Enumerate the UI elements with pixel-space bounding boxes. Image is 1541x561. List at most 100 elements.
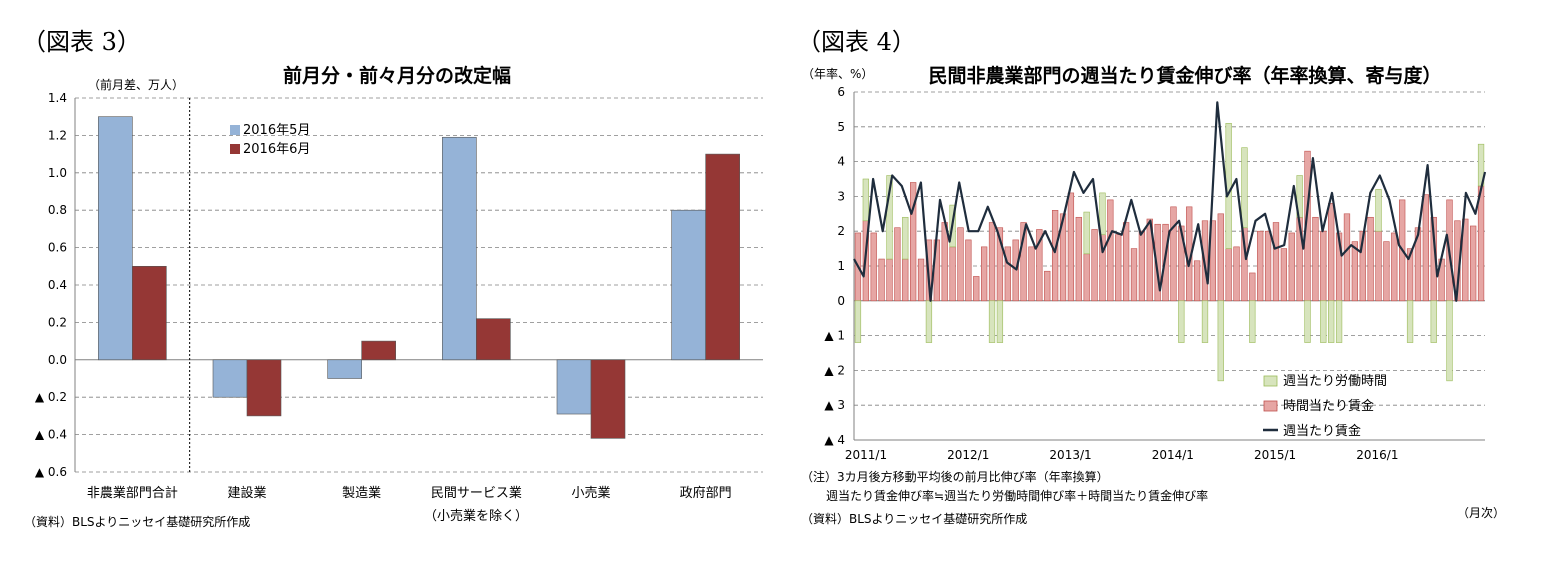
y-tick-label: ▲ 3 — [824, 398, 845, 412]
bar-hourly-wage — [1359, 230, 1366, 302]
bar-hourly-wage — [1375, 230, 1382, 302]
bar-hourly-wage — [1091, 229, 1098, 302]
bar — [98, 116, 133, 361]
bar-hourly-wage — [1328, 203, 1335, 302]
bar-hourly-wage — [949, 246, 956, 302]
y-tick-label: 1.2 — [48, 128, 67, 142]
bar-weekly-hours — [1320, 300, 1327, 343]
legend-label-hourly-wage: 時間当たり賃金 — [1283, 398, 1374, 414]
bar-hourly-wage — [941, 222, 948, 302]
bar-hourly-wage — [1462, 218, 1469, 302]
bar — [476, 318, 511, 361]
y-tick-label: 0.6 — [48, 241, 67, 255]
y-tick-label: ▲ 0.2 — [35, 390, 67, 404]
bar — [132, 265, 167, 361]
legend-label-hours: 週当たり労働時間 — [1283, 374, 1387, 389]
y-tick-label: 6 — [837, 85, 845, 99]
bar-hourly-wage — [1075, 216, 1082, 302]
bar-hourly-wage — [1233, 246, 1240, 302]
bar-hourly-wage — [973, 276, 980, 302]
bar-weekly-hours — [1406, 300, 1414, 343]
y-tick-label: ▲ 4 — [824, 433, 845, 447]
figure-label-left: （図表 3） — [22, 28, 141, 56]
category-label: 製造業 — [342, 485, 381, 501]
chart-title: 民間非農業部門の週当たり賃金伸び率（年率換算、寄与度） — [928, 64, 1441, 87]
bar-weekly-hours — [1375, 189, 1382, 232]
weekly-wage-chart: 民間非農業部門の週当たり賃金伸び率（年率換算、寄与度） （年率、%） 6 5 4 3 2… — [802, 64, 1505, 520]
bar-hourly-wage — [1146, 218, 1153, 302]
bar-weekly-hours — [1446, 300, 1453, 382]
legend-swatch-june — [230, 144, 240, 154]
bar-hourly-wage — [1036, 229, 1043, 302]
bar-hourly-wage — [1012, 239, 1019, 302]
bar-weekly-hours — [1201, 300, 1209, 343]
category-label: 非農業部門合計 — [87, 485, 178, 501]
bar-weekly-hours — [1335, 300, 1343, 343]
x-tick-label: 2013/1 — [1049, 448, 1091, 462]
bar-hourly-wage — [1383, 241, 1390, 302]
legend-swatch-hourly-wage — [1263, 400, 1278, 412]
bar-weekly-hours — [1249, 300, 1256, 343]
bar-weekly-hours — [862, 178, 869, 222]
y-tick-label: ▲ 1 — [824, 329, 845, 343]
bar-hourly-wage — [1367, 216, 1374, 302]
x-tick-label: 2012/1 — [947, 448, 989, 462]
bar-hourly-wage — [1320, 230, 1327, 302]
bar — [246, 359, 282, 417]
bar-hourly-wage — [1067, 192, 1075, 302]
y-tick-label: ▲ 0.4 — [35, 428, 67, 442]
category-label: 政府部門 — [680, 486, 732, 501]
legend-label-weekly-wage: 週当たり賃金 — [1283, 423, 1361, 439]
chart-title: 前月分・前々月分の改定幅 — [283, 64, 511, 87]
bar-hourly-wage — [1162, 223, 1169, 302]
y-tick-label: 1.4 — [48, 91, 67, 105]
bar-hourly-wage — [910, 182, 917, 302]
bar — [590, 359, 626, 439]
y-tick-label: 0.4 — [48, 278, 67, 292]
revision-bar-chart: 前月分・前々月分の改定幅 （前月差、万人） （小売業を除く） （資料）BLSより… — [24, 64, 763, 529]
legend-swatch-may — [230, 125, 240, 135]
legend-label-june: 2016年6月 — [243, 142, 310, 157]
bar-hourly-wage — [957, 227, 964, 302]
y-tick-label: ▲ 0.6 — [35, 465, 67, 479]
bar-hourly-wage — [1391, 232, 1398, 302]
bar-weekly-hours — [1083, 211, 1090, 255]
y-tick-label: 0.0 — [48, 353, 67, 367]
source-note: （資料）BLSよりニッセイ基礎研究所作成 — [24, 514, 250, 529]
bar-hourly-wage — [1154, 223, 1161, 302]
weekly-wage-line — [853, 101, 1487, 302]
legend-swatch-hours — [1263, 375, 1278, 387]
bar-hourly-wage — [1225, 248, 1232, 302]
bar-hourly-wage — [1059, 213, 1067, 302]
bar-hourly-wage — [1343, 213, 1351, 302]
y-unit-label: （前月差、万人） — [88, 77, 184, 92]
bar-hourly-wage — [981, 246, 988, 302]
bar-hourly-wage — [902, 258, 909, 302]
bar-weekly-hours — [886, 175, 893, 260]
bar-hourly-wage — [886, 258, 893, 302]
y-tick-label: 4 — [837, 155, 845, 169]
bar-hourly-wage — [1138, 230, 1146, 302]
bar — [671, 209, 706, 361]
bar-hourly-wage — [1257, 230, 1264, 302]
y-tick-label: 1 — [837, 259, 845, 273]
source-note: （資料）BLSよりニッセイ基礎研究所作成 — [801, 512, 1028, 526]
bar-hourly-wage — [1312, 216, 1319, 302]
x-tick-label: 2015/1 — [1254, 448, 1296, 462]
bar-weekly-hours — [902, 216, 909, 260]
y-tick-label: 0.8 — [48, 203, 67, 217]
x-tick-label: 2016/1 — [1356, 448, 1398, 462]
bar-hourly-wage — [1209, 220, 1217, 302]
bar-weekly-hours — [1099, 192, 1106, 235]
bar-weekly-hours — [996, 300, 1004, 343]
bar-hourly-wage — [988, 222, 996, 302]
bar — [556, 359, 592, 415]
bar — [361, 340, 396, 361]
bar-hourly-wage — [1272, 222, 1280, 302]
bar — [442, 136, 477, 361]
bar-weekly-hours — [1430, 300, 1437, 343]
bar-hourly-wage — [1193, 260, 1201, 302]
bar-hourly-wage — [1351, 241, 1358, 302]
bar-weekly-hours — [925, 300, 933, 343]
bar-hourly-wage — [878, 258, 885, 302]
